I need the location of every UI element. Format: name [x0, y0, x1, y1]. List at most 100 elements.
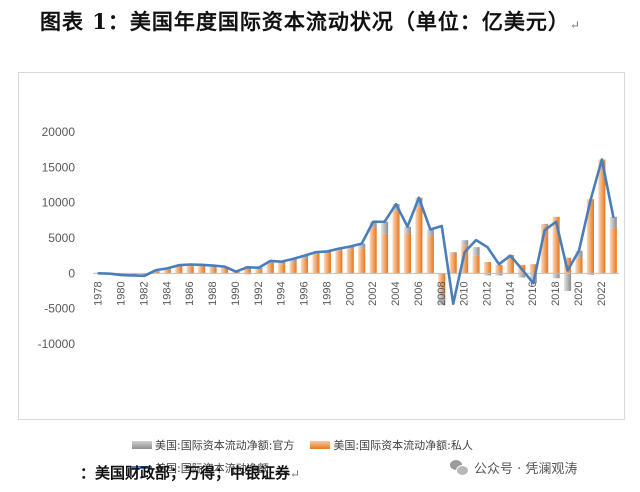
x-tick-label: 1982: [138, 281, 150, 305]
bar-private: [552, 216, 560, 274]
bar-private: [495, 264, 503, 274]
bar-official: [472, 247, 480, 256]
y-tick-label: 5000: [48, 231, 75, 245]
bar-private: [609, 228, 617, 274]
bar-private: [483, 262, 492, 274]
bar-private: [472, 255, 480, 274]
y-tick-label: 10000: [42, 196, 76, 210]
bar-official: [609, 216, 617, 229]
wechat-icon: [450, 460, 469, 476]
chart-legend: 美国:国际资本流动净额:官方 美国:国际资本流动净额:私人 美国:国际资本流动净…: [132, 437, 592, 476]
x-tick-label: 1996: [299, 281, 311, 305]
bar-official: [495, 273, 503, 276]
bar-private: [461, 245, 469, 274]
x-tick-label: 2016: [527, 281, 539, 305]
bar-private: [381, 233, 389, 274]
bar-private: [415, 207, 423, 274]
bar-private: [426, 236, 434, 274]
bar-private: [358, 248, 366, 274]
bar-private: [289, 262, 297, 274]
x-tick-label: 2004: [390, 281, 402, 305]
x-tick-label: 1980: [116, 281, 128, 305]
bar-official: [552, 273, 560, 279]
x-tick-label: 1984: [161, 281, 173, 305]
bar-private: [312, 253, 320, 274]
bar-official: [438, 294, 446, 306]
bar-private: [403, 233, 411, 274]
legend-item-total: 美国:国际资本流动净额: [132, 460, 269, 476]
bar-official: [461, 240, 469, 246]
bar-official: [403, 226, 411, 234]
bar-official: [381, 221, 389, 234]
bar-official: [392, 204, 400, 211]
bar-official: [346, 246, 354, 250]
x-tick-label: 2002: [367, 281, 379, 305]
source-note-text: ：美国财政部；万得；中银证券: [80, 464, 291, 482]
bar-private: [529, 264, 537, 274]
bar-private: [152, 271, 160, 274]
bar-private: [438, 273, 446, 295]
legend-swatch-total: [132, 466, 152, 469]
x-tick-label: 2000: [344, 281, 356, 305]
x-tick-label: 2022: [596, 281, 608, 305]
bar-private: [335, 250, 343, 274]
bar-private: [129, 273, 137, 275]
y-tick-label: -10000: [38, 337, 76, 351]
legend-label-private: 美国:国际资本流动净额:私人: [333, 439, 473, 452]
bar-official: [575, 250, 583, 258]
bar-private: [575, 257, 583, 274]
x-tick-label: 1978: [93, 281, 105, 305]
bar-official: [289, 258, 297, 263]
y-tick-label: 15000: [42, 160, 76, 174]
x-tick-label: 1998: [321, 281, 333, 305]
bar-official: [541, 223, 549, 226]
legend-label-official: 美国:国际资本流动净额:官方: [155, 439, 295, 452]
x-tick-label: 2010: [459, 281, 471, 305]
bar-official: [415, 197, 423, 208]
watermark-text: 公众号 · 凭澜观涛: [474, 462, 578, 477]
bar-private: [278, 264, 286, 274]
bar-official: [369, 221, 377, 228]
bar-private: [243, 266, 251, 274]
y-tick-label: 0: [68, 266, 75, 280]
bar-private: [220, 267, 229, 274]
series-line-total: [97, 158, 615, 306]
bar-private: [598, 160, 606, 274]
bar-private: [369, 227, 377, 274]
bar-private: [209, 266, 217, 274]
chart-frame: -10000 -5000 0 5000 10000 15000 20000 1978 1980 1…: [18, 72, 625, 475]
bar-official: [426, 229, 434, 237]
x-tick-label: 2008: [436, 281, 448, 305]
bar-private: [198, 266, 206, 274]
bar-private: [392, 210, 400, 274]
bar-private: [323, 252, 331, 274]
bar-official: [358, 243, 366, 249]
x-tick-label: 2018: [550, 281, 562, 305]
x-tick-label: 2006: [413, 281, 425, 305]
legend-item-private: 美国:国际资本流动净额:私人: [310, 437, 473, 453]
bar-private: [163, 269, 171, 274]
x-tick-label: 1992: [253, 281, 265, 305]
x-tick-label: 2012: [482, 281, 494, 305]
page-title: 图表 1：美国年度国际资本流动状况（单位：亿美元）↵: [40, 6, 581, 36]
legend-swatch-official: [132, 441, 152, 449]
bar-official: [243, 273, 251, 275]
y-tick-label: -5000: [44, 302, 75, 316]
x-tick-label: 1988: [207, 281, 219, 305]
bar-official: [449, 252, 457, 254]
x-tick-label: 2020: [573, 281, 585, 305]
bar-private: [175, 266, 183, 274]
bar-official: [301, 255, 309, 259]
bar-official: [483, 273, 492, 276]
legend-swatch-private: [310, 441, 331, 449]
wechat-watermark: 公众号 · 凭澜观涛: [450, 458, 577, 477]
bar-official: [564, 273, 572, 291]
legend-item-official: 美国:国际资本流动净额:官方: [132, 437, 294, 453]
bar-private: [506, 254, 514, 274]
bar-private: [586, 199, 594, 274]
x-tick-label: 2014: [504, 281, 516, 305]
bar-private: [301, 258, 309, 274]
y-tick-label: 20000: [42, 125, 76, 139]
bar-private: [186, 266, 194, 274]
bar-private: [255, 269, 263, 274]
